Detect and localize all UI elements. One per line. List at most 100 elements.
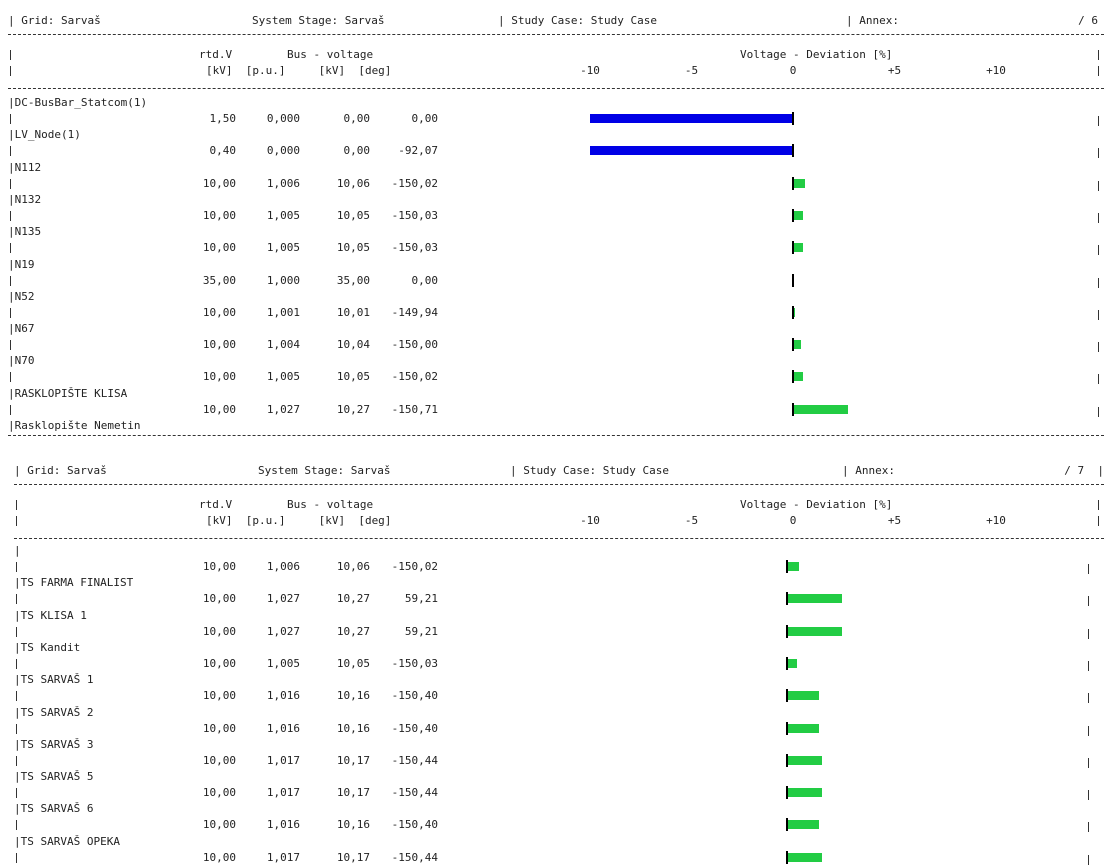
row-border xyxy=(10,178,11,189)
header-study-case: | Study Case: Study Case xyxy=(510,464,669,477)
row-border xyxy=(10,340,11,351)
header-page-number: / 7 | xyxy=(1064,464,1104,477)
deviation-tick-label: +5 xyxy=(887,514,902,527)
rated-voltage-value: 10,00 xyxy=(202,753,236,767)
deviation-title: Voltage - Deviation [%] xyxy=(740,48,893,61)
bus-name: |N112 xyxy=(8,160,42,174)
angle-value: -150,44 xyxy=(391,786,438,800)
pu-value: 1,016 xyxy=(266,689,300,703)
bus-name: |TS SARVAŠ 1 xyxy=(14,673,94,687)
deviation-bar-positive xyxy=(787,562,800,571)
separator-line xyxy=(8,34,1104,35)
rated-voltage-value: 10,00 xyxy=(202,208,236,222)
rated-voltage-value: 10,00 xyxy=(202,370,236,384)
separator-line xyxy=(14,484,1104,485)
rated-voltage-value: 10,00 xyxy=(202,818,236,832)
kv-value: 10,05 xyxy=(336,370,370,384)
kv-value: 10,16 xyxy=(336,689,370,703)
deviation-tick-label: +10 xyxy=(986,514,1006,527)
deviation-bar-positive xyxy=(787,723,820,733)
header-study-case: | Study Case: Study Case xyxy=(498,14,657,27)
zero-marker xyxy=(786,753,788,767)
separator-line xyxy=(8,435,1104,436)
angle-value: -150,03 xyxy=(391,208,438,222)
row-border xyxy=(1088,660,1089,671)
kv-value: 10,05 xyxy=(336,208,370,222)
pu-value: 1,005 xyxy=(266,208,300,222)
angle-value: -150,44 xyxy=(391,850,438,864)
pu-value: 1,001 xyxy=(266,305,300,319)
zero-marker xyxy=(792,144,794,158)
rated-voltage-value: 10,00 xyxy=(202,721,236,735)
header-system-stage: System Stage: Sarvaš xyxy=(258,464,391,477)
row-border xyxy=(10,243,11,254)
header-system-stage: System Stage: Sarvaš xyxy=(252,14,385,27)
deviation-bar-positive xyxy=(787,594,842,604)
zero-marker xyxy=(786,592,788,606)
row-border xyxy=(1098,374,1099,385)
zero-marker xyxy=(786,689,788,703)
row-border xyxy=(10,404,11,415)
kv-value: 10,01 xyxy=(336,305,370,319)
kv-value: 10,27 xyxy=(336,402,370,416)
bus-name: |N67 xyxy=(8,322,35,336)
bus-name: |N132 xyxy=(8,192,42,206)
zero-marker xyxy=(792,402,794,416)
angle-value: -150,03 xyxy=(391,656,438,670)
pu-value: 1,027 xyxy=(266,592,300,606)
rated-voltage-value: 0,40 xyxy=(209,144,237,158)
row-border xyxy=(10,372,11,383)
row-border xyxy=(16,562,17,572)
row-border xyxy=(16,594,17,605)
angle-value: 0,00 xyxy=(411,273,439,287)
zero-marker xyxy=(786,850,788,864)
separator-line xyxy=(14,538,1104,539)
zero-marker xyxy=(792,338,794,352)
pu-value: 1,017 xyxy=(266,786,300,800)
rated-voltage-value: 10,00 xyxy=(202,592,236,606)
rated-voltage-value: 10,00 xyxy=(202,241,236,255)
row-border xyxy=(1098,309,1099,320)
zero-marker xyxy=(792,176,794,190)
zero-marker xyxy=(786,721,788,735)
column-border xyxy=(1098,516,1099,526)
column-rated-voltage: rtd.V xyxy=(199,48,233,61)
deviation-bar-positive xyxy=(787,626,842,636)
deviation-bar-positive xyxy=(793,372,804,382)
column-border xyxy=(1098,500,1099,510)
deviation-bar-negative xyxy=(590,146,793,156)
rated-voltage-value: 10,00 xyxy=(202,305,236,319)
bus-name: |Rasklopište Nemetin xyxy=(8,419,141,432)
header-grid: | Grid: Sarvaš xyxy=(8,14,101,27)
row-border xyxy=(16,788,17,799)
kv-value: 0,00 xyxy=(343,144,371,158)
rated-voltage-value: 10,00 xyxy=(202,402,236,416)
pu-value: 1,005 xyxy=(266,241,300,255)
separator-line xyxy=(8,88,1104,89)
kv-value: 10,05 xyxy=(336,241,370,255)
zero-marker xyxy=(786,818,788,832)
row-border xyxy=(1088,822,1089,833)
pu-value: 1,017 xyxy=(266,850,300,864)
kv-value: 10,17 xyxy=(336,850,370,864)
angle-value: -150,00 xyxy=(391,338,438,352)
deviation-bar-positive xyxy=(793,404,848,414)
row-border xyxy=(16,820,17,831)
deviation-tick-label: -10 xyxy=(580,64,600,77)
header-annex: | Annex: xyxy=(846,14,899,27)
column-border xyxy=(16,516,17,526)
row-border xyxy=(1098,212,1099,223)
pu-value: 1,005 xyxy=(266,370,300,384)
bus-name: |RASKLOPIŠTE KLISA xyxy=(8,386,128,400)
deviation-bar-positive xyxy=(787,788,822,798)
angle-value: -150,71 xyxy=(391,402,438,416)
deviation-title: Voltage - Deviation [%] xyxy=(740,498,893,511)
deviation-bar-positive xyxy=(793,210,804,220)
deviation-tick-label: +5 xyxy=(887,64,902,77)
angle-value: -92,07 xyxy=(398,144,438,158)
row-border xyxy=(16,691,17,702)
zero-marker xyxy=(786,560,788,573)
rated-voltage-value: 10,00 xyxy=(202,786,236,800)
angle-value: 0,00 xyxy=(411,112,439,125)
bus-name: |TS SARVAŠ 3 xyxy=(14,737,94,751)
